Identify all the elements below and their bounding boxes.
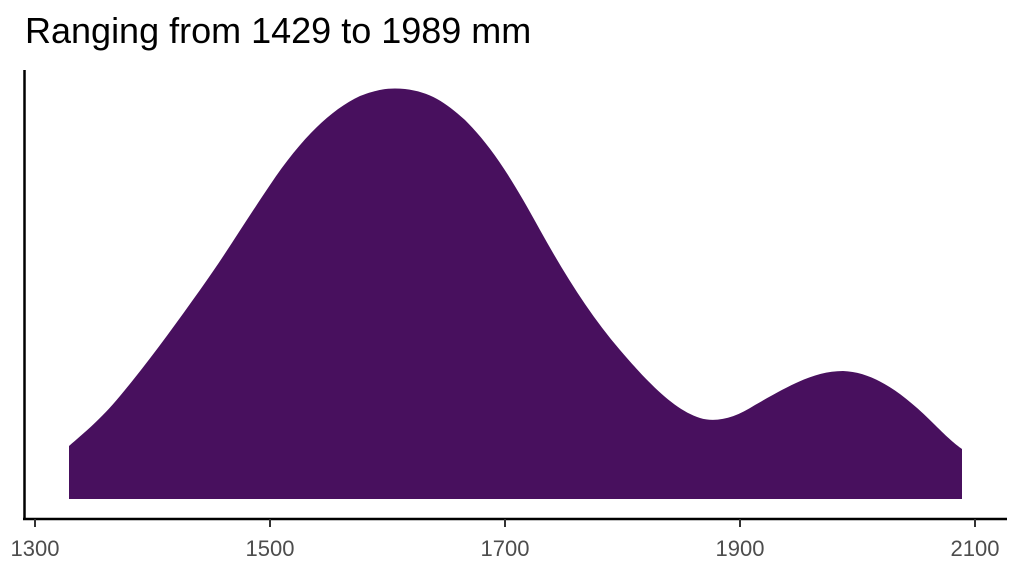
x-tick-label: 1900 (716, 536, 765, 561)
x-tick-label: 2100 (951, 536, 1000, 561)
x-tick-label: 1700 (481, 536, 530, 561)
x-axis-tick-labels: 1300 1500 1700 1900 2100 (11, 536, 1000, 561)
density-area (69, 88, 962, 499)
chart-title: Ranging from 1429 to 1989 mm (25, 10, 532, 51)
x-tick-label: 1300 (11, 536, 60, 561)
x-axis-ticks (34, 519, 976, 527)
x-tick-label: 1500 (246, 536, 295, 561)
